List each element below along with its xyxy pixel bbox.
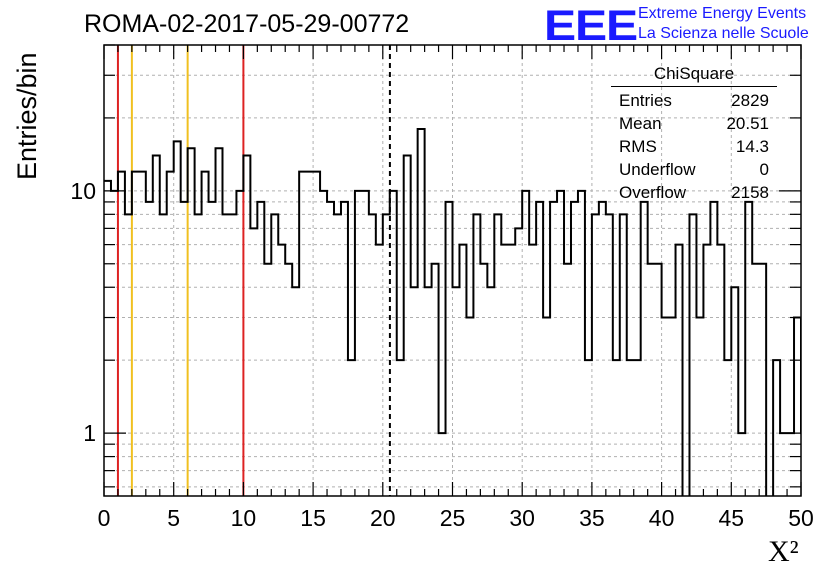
stats-row-mean: Mean 20.51 [611, 112, 777, 135]
x-tick-label: 25 [440, 505, 466, 531]
x-tick-label: 5 [167, 505, 180, 531]
logo-line-1: Extreme Energy Events [638, 5, 807, 22]
tick-labels: 0 5 10 15 20 25 30 35 40 45 50 1 10 [70, 178, 813, 531]
x-tick-label: 35 [579, 505, 605, 531]
x-tick-label: 0 [98, 505, 111, 531]
axis-ticks [103, 44, 802, 496]
x-tick-label: 30 [509, 505, 535, 531]
stats-label: Overflow [619, 183, 687, 202]
stats-label: Entries [619, 91, 672, 110]
x-tick-label: 15 [300, 505, 326, 531]
stats-label: RMS [619, 137, 657, 156]
stats-value: 0 [759, 160, 769, 179]
stats-row-rms: RMS 14.3 [611, 135, 777, 158]
stats-row-entries: Entries 2829 [611, 89, 777, 112]
stats-title: ChiSquare [611, 64, 777, 87]
page-title: ROMA-02-2017-05-29-00772 [84, 10, 410, 38]
x-tick-label: 20 [370, 505, 396, 531]
stats-value: 20.51 [726, 114, 769, 133]
stats-row-underflow: Underflow 0 [611, 158, 777, 181]
logo-line-2: La Scienza nelle Scuole [638, 25, 809, 42]
x-tick-label: 40 [649, 505, 675, 531]
eee-logo: EEE [544, 2, 638, 50]
x-tick-label: 10 [231, 505, 257, 531]
stats-box: ChiSquare Entries 2829 Mean 20.51 RMS 14… [611, 64, 777, 204]
stats-value: 2158 [731, 183, 769, 202]
stats-value: 14.3 [735, 137, 769, 156]
y-tick-label: 10 [70, 178, 96, 204]
x-tick-label: 45 [719, 505, 745, 531]
stats-label: Underflow [619, 160, 696, 179]
y-axis-label: Entries/bin [12, 52, 42, 180]
stats-label: Mean [619, 114, 662, 133]
x-axis-label: X² [768, 535, 799, 568]
y-tick-label: 1 [83, 420, 96, 446]
stats-value: 2829 [731, 91, 769, 110]
histogram-series [104, 128, 801, 496]
histogram-line [104, 128, 801, 496]
threshold-lines [116, 45, 391, 496]
x-tick-label: 50 [788, 505, 814, 531]
stats-row-overflow: Overflow 2158 [611, 181, 777, 204]
